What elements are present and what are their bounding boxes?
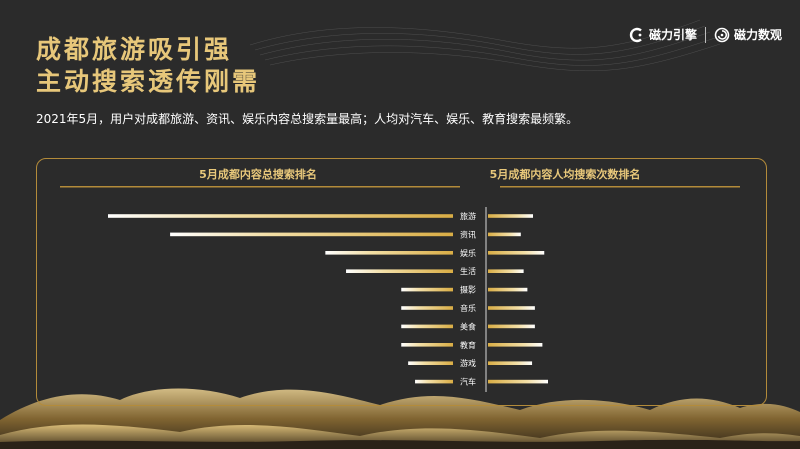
bar-right-4 (488, 287, 528, 292)
brand-divider (704, 26, 706, 43)
category-label-4: 摄影 (460, 285, 476, 295)
category-label-6: 美食 (460, 321, 476, 331)
category-label-7: 教育 (460, 340, 476, 350)
page-subtitle: 2021年5月，用户对成都旅游、资讯、娱乐内容总搜索量最高；人均对汽车、娱乐、教… (36, 112, 579, 126)
bar-left-4 (401, 287, 453, 292)
right-title-underline (500, 186, 740, 188)
bar-right-2 (488, 251, 545, 255)
bar-left-6 (401, 324, 453, 329)
bar-left-7 (401, 343, 453, 347)
bar-right-8 (488, 361, 533, 365)
bar-left-3 (346, 269, 453, 273)
bar-left-2 (325, 251, 453, 255)
category-label-3: 生活 (460, 266, 476, 276)
category-label-1: 资讯 (460, 229, 476, 239)
brand-name-2: 磁力数观 (733, 28, 782, 42)
bar-right-1 (488, 232, 521, 237)
bar-right-6 (488, 324, 535, 329)
brand-name-1: 磁力引擎 (648, 28, 697, 42)
brand-logo-2: 磁力数观 (714, 26, 782, 43)
bar-left-9 (415, 379, 453, 384)
bar-right-0 (488, 214, 533, 218)
right-series-title: 5月成都内容人均搜索次数排名 (490, 167, 641, 181)
bar-right-9 (488, 379, 548, 384)
bar-left-1 (170, 232, 453, 237)
chart-panel (36, 158, 767, 406)
category-label-9: 汽车 (460, 377, 476, 387)
page-title-line2: 主动搜索透传刚需 (36, 67, 261, 96)
page-title-line1: 成都旅游吸引强 (36, 35, 233, 64)
left-title-underline (60, 186, 460, 188)
spiral-icon (714, 27, 730, 42)
category-label-2: 娱乐 (460, 248, 476, 258)
bar-right-3 (488, 269, 524, 273)
category-label-8: 游戏 (460, 358, 476, 368)
bar-left-8 (408, 361, 453, 365)
bar-left-5 (401, 306, 453, 310)
category-label-0: 旅游 (460, 211, 476, 221)
magnet-c-icon (629, 27, 642, 42)
bar-left-0 (108, 214, 453, 218)
category-label-5: 音乐 (460, 303, 476, 313)
brand-area: 磁力引擎 磁力数观 (629, 26, 782, 43)
bar-right-7 (488, 343, 543, 347)
left-series-title: 5月成都内容总搜索排名 (199, 167, 317, 181)
bar-right-5 (488, 306, 535, 310)
brand-logo-1: 磁力引擎 (629, 26, 697, 43)
